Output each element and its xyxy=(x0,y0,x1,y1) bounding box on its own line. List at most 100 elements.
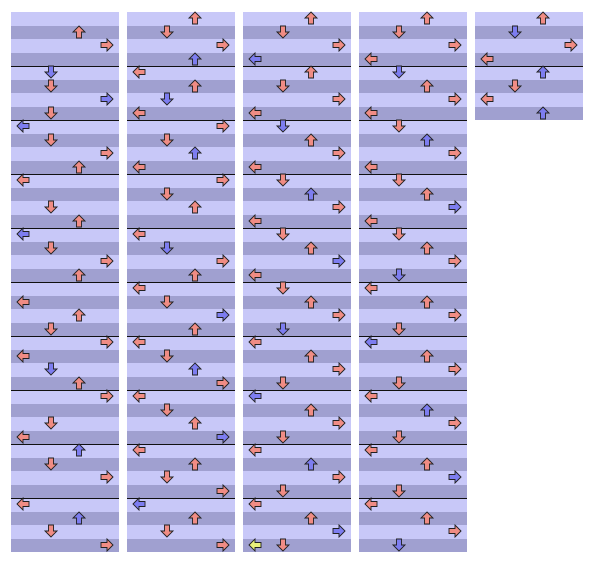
down-arrow-icon xyxy=(507,79,523,93)
beat-band xyxy=(243,525,351,539)
beat-band xyxy=(127,430,235,444)
up-arrow-icon xyxy=(71,375,87,389)
left-arrow-icon xyxy=(364,105,378,120)
beat-band xyxy=(243,187,351,201)
up-arrow-icon xyxy=(71,24,87,38)
down-arrow-icon xyxy=(159,241,175,255)
left-arrow-icon xyxy=(132,226,146,242)
right-arrow-icon xyxy=(332,91,346,107)
up-arrow-icon xyxy=(303,402,319,416)
beat-band xyxy=(359,93,467,107)
up-arrow-icon xyxy=(419,348,435,362)
beat-band xyxy=(11,336,119,350)
beat-band xyxy=(359,255,467,269)
left-arrow-icon xyxy=(364,51,378,66)
beat-band xyxy=(243,390,351,404)
down-arrow-icon xyxy=(43,524,59,538)
right-arrow-icon xyxy=(216,253,230,269)
up-arrow-icon xyxy=(419,402,435,416)
beat-band xyxy=(243,349,351,363)
beat-band xyxy=(243,93,351,107)
down-arrow-icon xyxy=(43,457,59,471)
beat-band xyxy=(243,133,351,147)
right-arrow-icon xyxy=(216,37,230,53)
beat-band xyxy=(243,12,351,26)
beat-band xyxy=(243,498,351,512)
right-arrow-icon xyxy=(448,199,462,215)
down-arrow-icon xyxy=(43,322,59,336)
beat-band xyxy=(243,444,351,458)
measure-line xyxy=(127,498,235,499)
beat-band xyxy=(11,187,119,201)
measure-line xyxy=(243,66,351,67)
beat-band xyxy=(11,457,119,471)
measure-line xyxy=(359,282,467,283)
down-arrow-icon xyxy=(159,187,175,201)
left-arrow-icon xyxy=(132,442,146,458)
beat-band xyxy=(127,39,235,53)
measure-line xyxy=(11,120,119,121)
up-arrow-icon xyxy=(71,510,87,524)
beat-band xyxy=(243,160,351,174)
beat-band xyxy=(359,349,467,363)
beat-band xyxy=(359,322,467,336)
beat-band xyxy=(243,106,351,120)
right-arrow-icon xyxy=(216,375,230,390)
left-arrow-icon xyxy=(248,442,262,458)
measure-line xyxy=(11,66,119,67)
beat-band xyxy=(11,12,119,26)
beat-band xyxy=(243,241,351,255)
measure-line xyxy=(243,336,351,337)
down-arrow-icon xyxy=(391,227,407,241)
beat-band xyxy=(127,12,235,26)
beat-band xyxy=(127,295,235,309)
beat-band xyxy=(359,187,467,201)
beat-band xyxy=(127,174,235,188)
beat-band xyxy=(11,309,119,323)
up-arrow-icon xyxy=(71,159,87,173)
down-arrow-icon xyxy=(159,295,175,309)
up-arrow-icon xyxy=(419,186,435,200)
left-arrow-icon xyxy=(480,51,494,66)
beat-band xyxy=(11,295,119,309)
down-arrow-icon xyxy=(275,79,291,93)
beat-band xyxy=(243,376,351,390)
beat-band xyxy=(243,363,351,377)
beat-band xyxy=(475,12,583,26)
down-arrow-icon xyxy=(43,241,59,255)
right-arrow-icon xyxy=(100,253,114,269)
beat-band xyxy=(127,93,235,107)
beat-band xyxy=(475,25,583,39)
left-arrow-icon xyxy=(248,334,262,350)
down-arrow-icon xyxy=(43,79,59,93)
right-arrow-icon xyxy=(100,469,114,485)
right-arrow-icon xyxy=(216,537,230,552)
beat-band xyxy=(11,349,119,363)
left-arrow-icon xyxy=(480,91,494,107)
chart-column-5 xyxy=(475,11,583,120)
measure-line xyxy=(359,444,467,445)
beat-band xyxy=(243,403,351,417)
beat-band xyxy=(475,52,583,66)
down-arrow-icon xyxy=(391,430,407,444)
beat-band xyxy=(359,282,467,296)
measure-line xyxy=(359,390,467,391)
right-arrow-icon xyxy=(332,37,346,53)
measure-line xyxy=(11,282,119,283)
beat-band xyxy=(127,525,235,539)
measure-line xyxy=(243,498,351,499)
beat-band xyxy=(243,417,351,431)
right-arrow-icon xyxy=(332,523,346,539)
beat-band xyxy=(127,241,235,255)
beat-band xyxy=(359,417,467,431)
beat-band xyxy=(243,66,351,80)
beat-band xyxy=(11,363,119,377)
beat-band xyxy=(11,282,119,296)
beat-band xyxy=(359,241,467,255)
left-arrow-icon xyxy=(248,159,262,174)
beat-band xyxy=(243,228,351,242)
beat-band xyxy=(127,403,235,417)
measure-line xyxy=(243,228,351,229)
right-arrow-icon xyxy=(216,307,230,323)
down-arrow-icon xyxy=(391,268,407,282)
